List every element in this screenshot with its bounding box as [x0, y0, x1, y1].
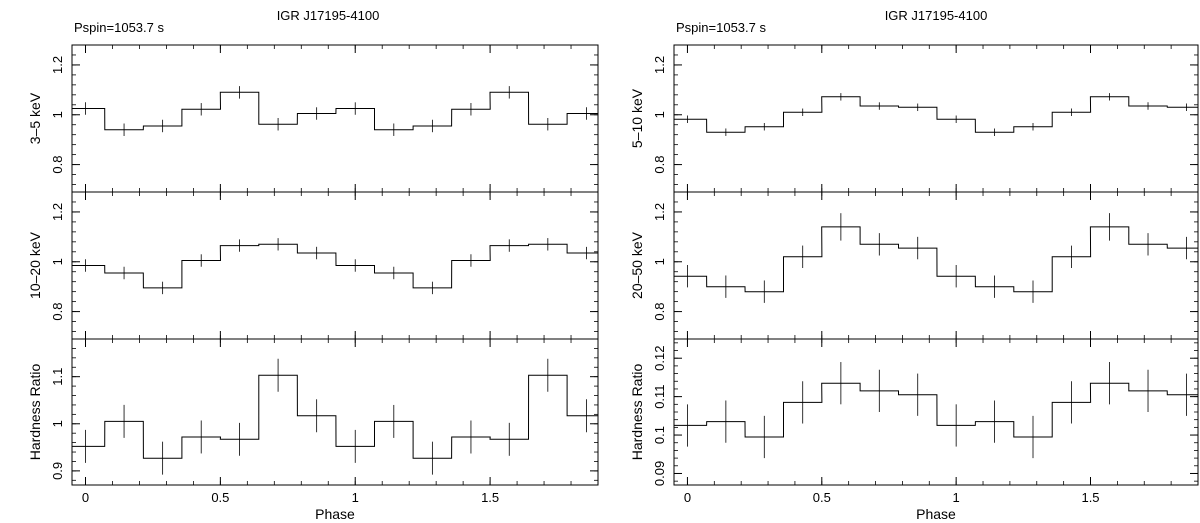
y-tick-label: 0.11 [652, 384, 667, 408]
x-axis-label: Phase [315, 506, 355, 522]
step-line [674, 382, 1198, 438]
step-line [72, 243, 598, 289]
y-tick-label: 1 [652, 258, 667, 265]
step-line [674, 96, 1198, 133]
y-tick-label: 0.8 [50, 156, 65, 174]
panel-0: 0.8 1 1.2 3–5 keV [27, 44, 599, 193]
y-tick-label: 0.8 [50, 303, 65, 321]
x-tick-label: 0 [684, 490, 691, 505]
y-axis-label: 3–5 keV [27, 92, 43, 144]
panel-frame [673, 44, 1199, 193]
y-tick-label: 1 [50, 111, 65, 118]
y-axis-label: 5–10 keV [629, 88, 645, 148]
panel-0: 0.8 1 1.2 5–10 keV [629, 44, 1199, 193]
x-tick-label: 1 [953, 490, 960, 505]
panel-1: 0.8 1 1.2 10–20 keV [27, 191, 599, 340]
y-tick-label: 1.2 [50, 56, 65, 74]
y-tick-label: 1.2 [652, 56, 667, 74]
y-tick-label: 0.09 [652, 461, 667, 486]
panel-1: 0.8 1 1.2 20–50 keV [629, 191, 1199, 340]
pspin-annotation: Pspin=1053.7 s [676, 20, 766, 35]
x-tick-label: 1.5 [1081, 490, 1099, 505]
pspin-annotation: Pspin=1053.7 s [74, 20, 164, 35]
x-tick-label: 0.5 [813, 490, 831, 505]
y-tick-label: 1.2 [652, 203, 667, 221]
y-axis-label: 20–50 keV [629, 231, 645, 299]
y-tick-label: 1 [50, 420, 65, 427]
x-tick-label: 1 [352, 490, 359, 505]
x-tick-label: 0 [82, 490, 89, 505]
chart-1: IGR J17195-4100 Pspin=1053.7 s 0.8 1 1.2 5–10… [629, 8, 1199, 522]
y-tick-label: 0.8 [652, 156, 667, 174]
y-tick-label: 1 [652, 111, 667, 118]
panel-frame [71, 44, 599, 193]
chart-0: IGR J17195-4100 Pspin=1053.7 s 0.8 1 1.2 3–5 … [27, 8, 599, 522]
y-tick-label: 0.1 [652, 426, 667, 444]
y-tick-label: 0.8 [652, 303, 667, 321]
y-tick-label: 0.9 [50, 462, 65, 480]
chart-title: IGR J17195-4100 [277, 8, 380, 23]
x-tick-label: 1.5 [481, 490, 499, 505]
panel-frame [71, 338, 599, 486]
step-line [72, 91, 598, 131]
x-axis-label: Phase [916, 506, 956, 522]
y-axis-label: Hardness Ratio [629, 364, 645, 461]
y-tick-label: 0.12 [652, 346, 667, 371]
y-tick-label: 1 [50, 258, 65, 265]
panel-2: 0.09 0.1 0.11 0.12 Hardness Ratio [629, 338, 1199, 486]
panel-frame [673, 338, 1199, 486]
y-axis-label: 10–20 keV [27, 231, 43, 299]
panel-frame [673, 191, 1199, 340]
x-tick-label: 0.5 [211, 490, 229, 505]
y-axis-label: Hardness Ratio [27, 364, 43, 461]
y-tick-label: 1.1 [50, 368, 65, 386]
panel-2: 0.9 1 1.1 Hardness Ratio [27, 338, 599, 486]
step-line [674, 226, 1198, 293]
y-tick-label: 1.2 [50, 203, 65, 221]
step-line [72, 374, 598, 459]
chart-title: IGR J17195-4100 [885, 8, 988, 23]
panel-frame [71, 191, 599, 340]
